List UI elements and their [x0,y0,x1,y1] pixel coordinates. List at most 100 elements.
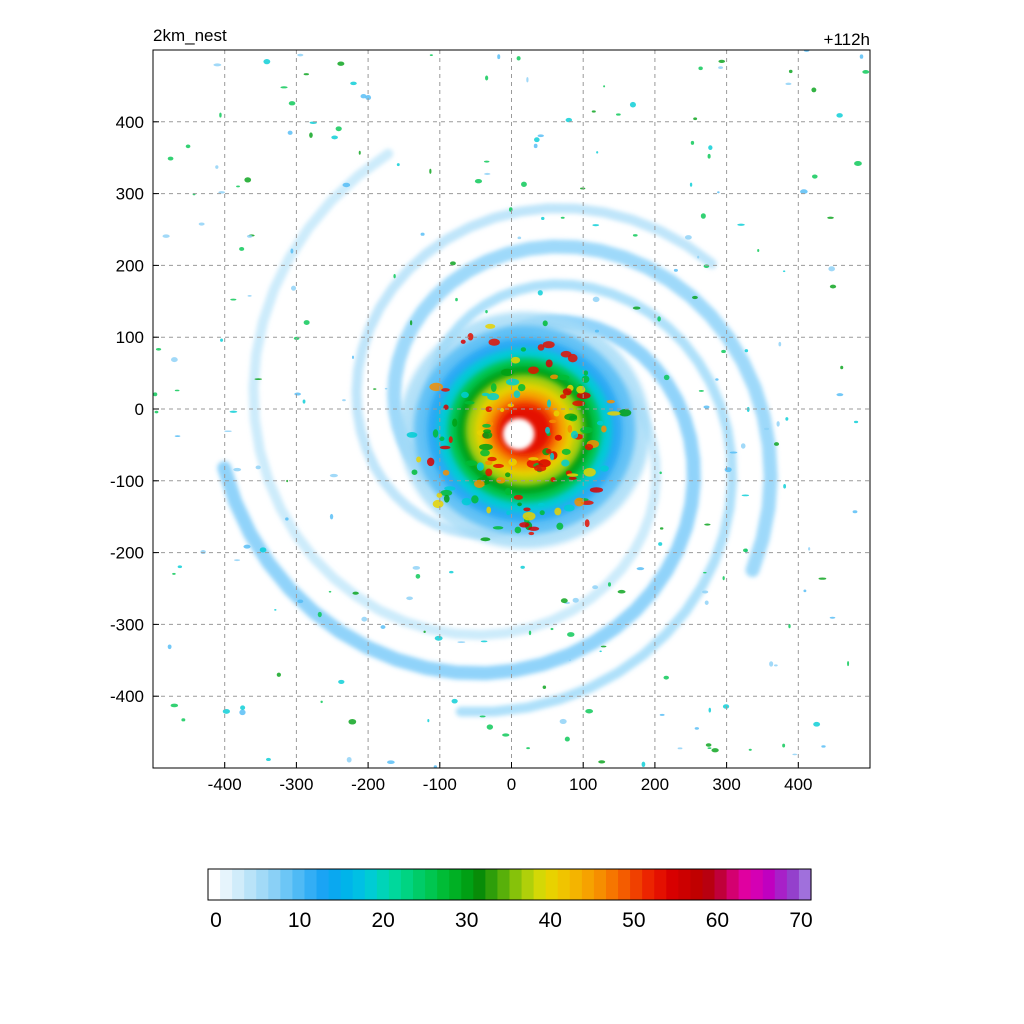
scattered-echo [346,757,352,763]
scattered-echo [373,388,377,390]
convective-cell [487,456,497,462]
scattered-echo [776,421,780,427]
convective-cell [574,497,585,507]
convective-cell [411,469,418,475]
scattered-echo [704,523,711,526]
scattered-echo [350,81,357,86]
scattered-echo [420,232,425,236]
convective-cell [564,413,578,421]
convective-cell [606,399,615,404]
scattered-echo [729,451,738,454]
scattered-echo [520,565,525,569]
convective-cell [482,423,491,428]
scattered-echo [516,56,521,61]
scattered-echo [276,672,281,677]
scattered-echo [792,753,798,756]
scattered-echo [811,174,818,179]
scattered-echo [185,144,191,149]
colorbar-swatch [726,869,740,900]
convective-cell [440,388,450,392]
scattered-echo [154,410,159,414]
scattered-echo [526,77,529,83]
scattered-echo [233,467,242,472]
colorbar-swatch [750,869,764,900]
axis-ticks: -400 -300 -200 -100 0 100 200 300 400 400 300 200 10… [110,113,813,794]
plot-area: -400 -300 -200 -100 0 100 200 300 400 400 300 200 10… [110,49,871,794]
convective-cell [482,431,493,439]
colorbar-swatch [497,869,511,900]
scattered-echo [594,329,600,333]
x-tick-label: -400 [208,775,242,794]
scattered-echo [218,191,226,194]
scattered-echo [342,399,346,402]
x-tick-label: -300 [279,775,313,794]
colorbar-swatch [340,869,354,900]
convective-cell [505,472,511,478]
convective-cell [442,469,450,476]
scattered-echo [263,58,271,65]
scattered-echo [526,747,530,750]
scattered-echo [380,625,386,630]
scattered-echo [328,590,332,593]
scattered-echo [239,246,245,251]
scattered-echo [406,596,413,601]
scattered-echo [297,53,304,57]
scattered-echo [737,223,745,226]
scattered-echo [764,427,770,431]
scattered-echo [309,132,313,138]
scattered-echo [335,126,342,132]
scattered-echo [785,417,789,421]
scattered-echo [337,61,345,66]
scattered-echo [724,467,732,473]
scattered-echo [215,165,219,169]
scattered-echo [396,163,400,167]
scattered-echo [773,664,778,667]
scattered-echo [177,565,183,569]
colorbar-swatch [328,869,342,900]
scattered-echo [564,736,570,742]
scattered-echo [690,140,695,145]
convective-cell [522,511,536,521]
convective-cell [607,411,621,416]
colorbar-swatch [449,869,462,900]
colorbar-swatch [630,869,643,900]
convective-cell [528,457,539,461]
convective-cell [584,443,594,451]
colorbar-tick-label: 20 [371,909,394,932]
scattered-echo [828,266,835,272]
convective-cell [513,390,521,398]
scattered-echo [853,420,859,424]
scattered-echo [568,659,572,661]
convective-cell [460,339,466,344]
scattered-echo [429,168,432,174]
colorbar-swatch [220,869,233,900]
convective-cell [561,459,570,467]
colorbar-swatch [557,869,571,900]
convective-cell [528,531,535,536]
scattered-echo [236,185,240,188]
convective-cell [554,507,562,516]
scattered-echo [658,542,663,546]
scattered-echo [352,591,359,595]
scattered-echo [560,598,568,604]
convective-cell [467,332,474,341]
scattered-echo [244,177,252,183]
convective-cell [513,494,523,500]
convective-cell [487,392,500,401]
scattered-echo [174,435,181,437]
convective-cell [432,499,444,509]
convective-cell [474,479,485,488]
convective-cell [548,419,557,424]
scattered-echo [474,179,483,184]
colorbar-swatch [292,869,306,900]
colorbar-swatches [208,869,812,900]
scattered-echo [596,151,599,154]
convective-cell [484,460,493,466]
convective-cell [563,504,575,512]
storm-eye [502,418,535,450]
panel-title-right: +112h [824,30,870,49]
scattered-echo [698,66,703,71]
convective-cell [439,445,451,450]
colorbar-swatch [774,869,788,900]
convective-cell [464,400,475,405]
